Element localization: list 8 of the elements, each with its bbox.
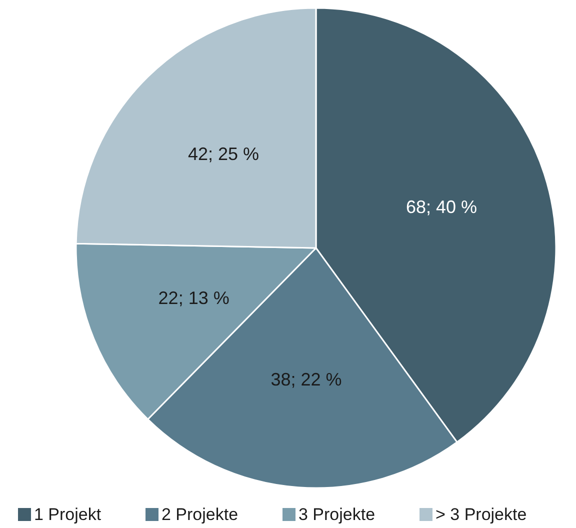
- data-label: 68; 40 %: [406, 197, 478, 218]
- legend-label: 3 Projekte: [298, 505, 376, 524]
- data-label: 38; 22 %: [270, 370, 342, 390]
- data-label: 22; 13 %: [158, 288, 230, 308]
- legend-label: 1 Projekt: [34, 505, 102, 524]
- legend-label: 2 Projekte: [162, 505, 238, 524]
- data-label: 42; 25 %: [188, 144, 260, 164]
- legend-label: > 3 Projekte: [436, 505, 527, 524]
